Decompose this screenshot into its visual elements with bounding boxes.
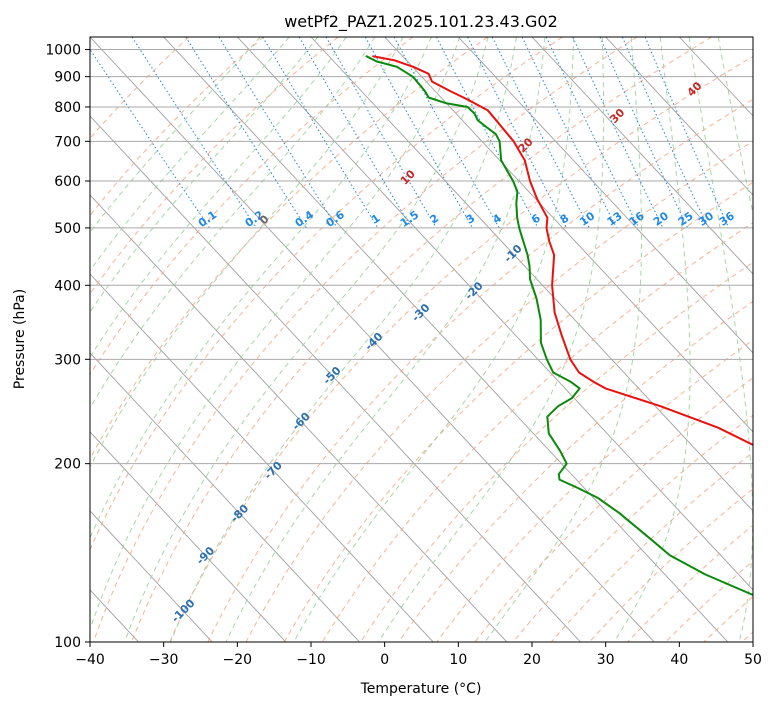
moist-adiabat-line — [688, 37, 753, 642]
moist-adiabat-line — [293, 37, 575, 642]
mixing-ratio-line — [599, 37, 689, 229]
isotherm-line — [90, 115, 581, 642]
x-tick-label: −10 — [296, 652, 326, 668]
isotherm-line — [90, 37, 655, 642]
isotherm-line — [605, 37, 753, 196]
x-axis-ticks: −40 −30 −20 −10 0 10 20 30 40 50 — [75, 642, 762, 668]
y-tick-label: 400 — [54, 278, 81, 294]
y-tick-label: 600 — [54, 174, 81, 190]
dry-adiabat-line — [90, 37, 414, 376]
isotherm-line — [90, 194, 508, 642]
moist-adiabat-line — [170, 37, 517, 642]
x-tick-label: 0 — [380, 652, 389, 668]
dry-adiabat-line — [245, 140, 753, 642]
moist-adiabat-line — [90, 37, 376, 410]
mixing-ratio-line — [644, 37, 730, 229]
moist-adiabat-line — [90, 37, 461, 631]
profile-lines — [365, 55, 753, 597]
x-tick-label: 40 — [670, 652, 688, 668]
isotherm-line — [384, 37, 753, 433]
chart-title: wetPf2_PAZ1.2025.101.23.43.G02 — [284, 12, 558, 32]
mixing-ratio-line — [393, 37, 500, 229]
moist-adiabat-line — [377, 37, 605, 642]
mixing-ratio-line — [298, 37, 413, 229]
x-tick-label: −30 — [149, 652, 179, 668]
mixing-ratio-line — [364, 37, 474, 229]
y-tick-label: 300 — [54, 352, 81, 368]
x-tick-label: 20 — [523, 652, 541, 668]
moist-adiabat-line — [613, 37, 691, 642]
moist-adiabat-line — [124, 37, 489, 642]
dry-adiabat-line — [207, 98, 753, 642]
moist-adiabat-line — [484, 37, 642, 642]
moist-adiabat-line — [90, 37, 404, 469]
background-lines — [90, 37, 753, 642]
mixing-ratio-line — [185, 37, 307, 229]
moist-adiabat-line — [717, 37, 753, 216]
dry-adiabat-line — [90, 37, 264, 217]
dry-adiabat-line — [398, 300, 753, 642]
y-axis-ticks: 100 200 300 400 500 600 700 800 900 1000 — [45, 43, 90, 651]
moist-adiabat-line — [90, 37, 347, 359]
isotherm-line — [90, 431, 287, 642]
moist-adiabat-line — [90, 37, 319, 313]
isotherm-line — [458, 37, 753, 354]
x-tick-label: 10 — [449, 652, 467, 668]
mixing-ratio-line — [325, 37, 437, 229]
y-tick-label: 100 — [54, 635, 81, 651]
y-tick-label: 700 — [54, 134, 81, 150]
dry-adiabat-line — [169, 55, 753, 642]
isotherm-line — [531, 37, 753, 275]
dry-adiabat-line — [321, 222, 753, 642]
y-axis-label: Pressure (hPa) — [12, 289, 28, 389]
pressure-gridlines — [90, 49, 753, 642]
mixing-ratio-line — [521, 37, 618, 229]
x-tick-label: −20 — [223, 652, 253, 668]
mixing-ratio-line — [218, 37, 338, 229]
y-tick-label: 900 — [54, 70, 81, 86]
y-tick-label: 800 — [54, 100, 81, 116]
dry-adiabat-line — [360, 261, 753, 642]
isotherm-line — [90, 510, 213, 642]
moist-adiabat-line — [90, 37, 261, 234]
x-tick-label: −40 — [75, 652, 105, 668]
temperature-profile-line — [372, 55, 753, 446]
y-tick-label: 1000 — [45, 43, 81, 59]
plot-frame — [89, 36, 754, 643]
isotherm-line — [90, 352, 360, 642]
x-axis-label: Temperature (°C) — [360, 681, 482, 697]
dry-adiabat-line — [90, 37, 563, 551]
mixing-ratio-line — [572, 37, 664, 229]
mixing-ratio-line — [435, 37, 539, 229]
isotherm-line — [237, 37, 753, 591]
dewpoint-profile-line — [365, 55, 753, 597]
y-tick-label: 500 — [54, 221, 81, 237]
y-tick-label: 200 — [54, 457, 81, 473]
isotherm-line — [163, 37, 729, 642]
x-tick-label: 30 — [597, 652, 615, 668]
moist-adiabat-line — [90, 37, 290, 272]
isotherm-line — [90, 273, 434, 642]
mixing-ratio-line — [545, 37, 640, 229]
dry-adiabat-line — [131, 37, 712, 642]
mixing-ratio-line — [262, 37, 379, 229]
mixing-ratio-line — [621, 37, 709, 229]
x-tick-label: 50 — [744, 652, 762, 668]
